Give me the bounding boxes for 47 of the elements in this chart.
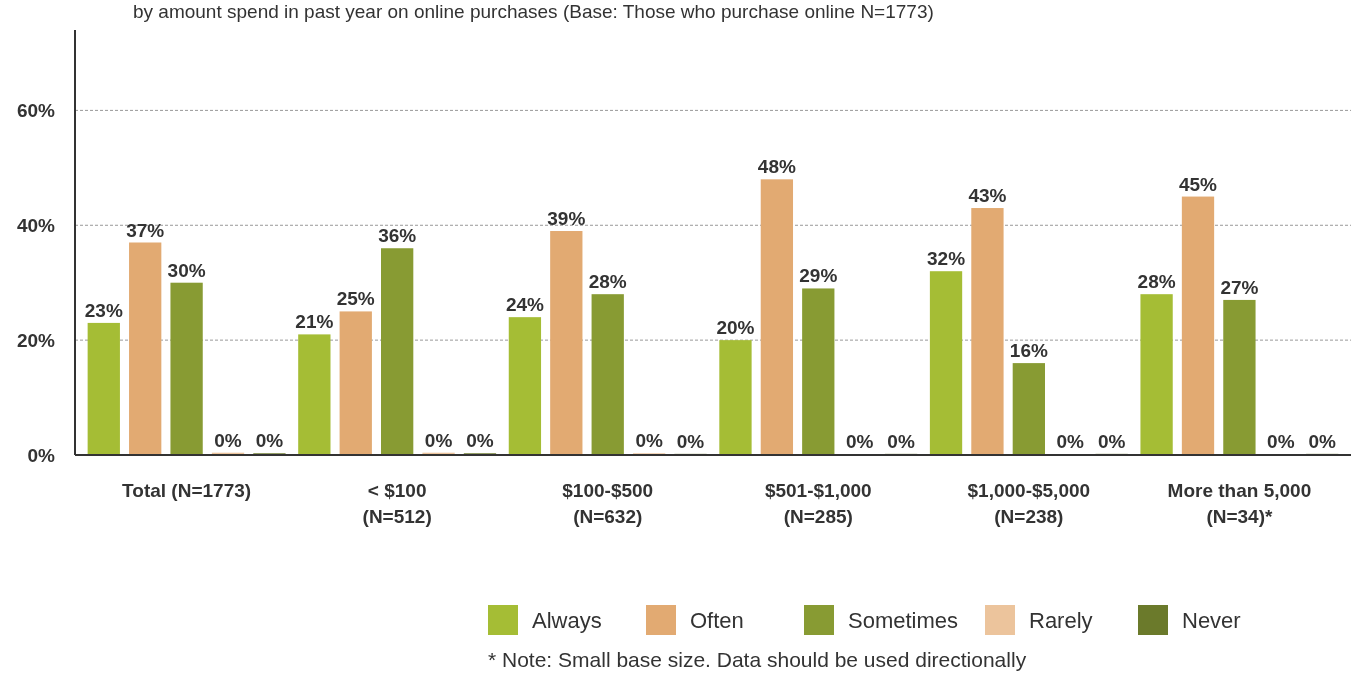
legend-label: Often — [690, 607, 744, 633]
chart-subtitle: by amount spend in past year on online purchases (Base: Those who purchase online N=1773) — [133, 1, 934, 22]
data-label: 29% — [799, 265, 838, 287]
y-tick-label: 0% — [27, 444, 56, 466]
data-label: 48% — [757, 156, 796, 178]
data-label: 21% — [295, 311, 334, 333]
data-label: 20% — [716, 317, 755, 339]
x-tick-label: $501-$1,000 (N=285) — [764, 480, 872, 527]
data-label: 25% — [336, 288, 375, 310]
y-tick-label: 20% — [16, 329, 56, 351]
legend-label: Sometimes — [848, 607, 959, 633]
data-label: 32% — [927, 248, 966, 270]
data-label: 0% — [845, 431, 874, 453]
x-tick-label: $1,000-$5,000 (N=238) — [967, 480, 1091, 527]
legend-label: Never — [1182, 607, 1241, 633]
data-label: 0% — [676, 430, 705, 452]
data-label: 39% — [547, 208, 586, 230]
data-label: 0% — [424, 429, 453, 451]
data-label: 28% — [1137, 271, 1176, 293]
data-label: 45% — [1178, 173, 1218, 195]
text: * Note: Small base size. Data should be used directionally — [488, 648, 1027, 671]
x-tick-label: Total (N=1773) — [122, 480, 252, 501]
y-tick-label: 60% — [16, 100, 56, 122]
legend-label: Rarely — [1029, 607, 1093, 633]
data-label: 28% — [588, 271, 627, 293]
data-label: 43% — [968, 185, 1007, 207]
data-label: 0% — [887, 430, 915, 452]
data-label: 0% — [1267, 431, 1295, 453]
y-tick-label: 40% — [16, 214, 56, 236]
data-label: 37% — [126, 219, 165, 241]
legend-label: Always — [532, 607, 602, 633]
data-label: 0% — [466, 430, 494, 452]
data-label: 0% — [1097, 430, 1126, 452]
data-label: 0% — [214, 429, 242, 451]
data-label: 23% — [84, 299, 123, 321]
data-label: 16% — [1009, 340, 1048, 362]
x-tick-label: $100-$500 (N=632) — [562, 480, 654, 527]
data-label: 0% — [635, 430, 663, 452]
data-label: 0% — [1056, 431, 1085, 453]
x-tick-label: More than 5,000 (N=34)* — [1167, 480, 1312, 527]
data-label: 0% — [1308, 430, 1337, 452]
data-label: 24% — [505, 294, 545, 316]
data-label: 0% — [255, 430, 284, 452]
data-label: 27% — [1220, 276, 1259, 298]
data-label: 30% — [167, 259, 206, 281]
x-tick-label: < $100 (N=512) — [362, 480, 432, 527]
data-label: 36% — [378, 225, 417, 247]
